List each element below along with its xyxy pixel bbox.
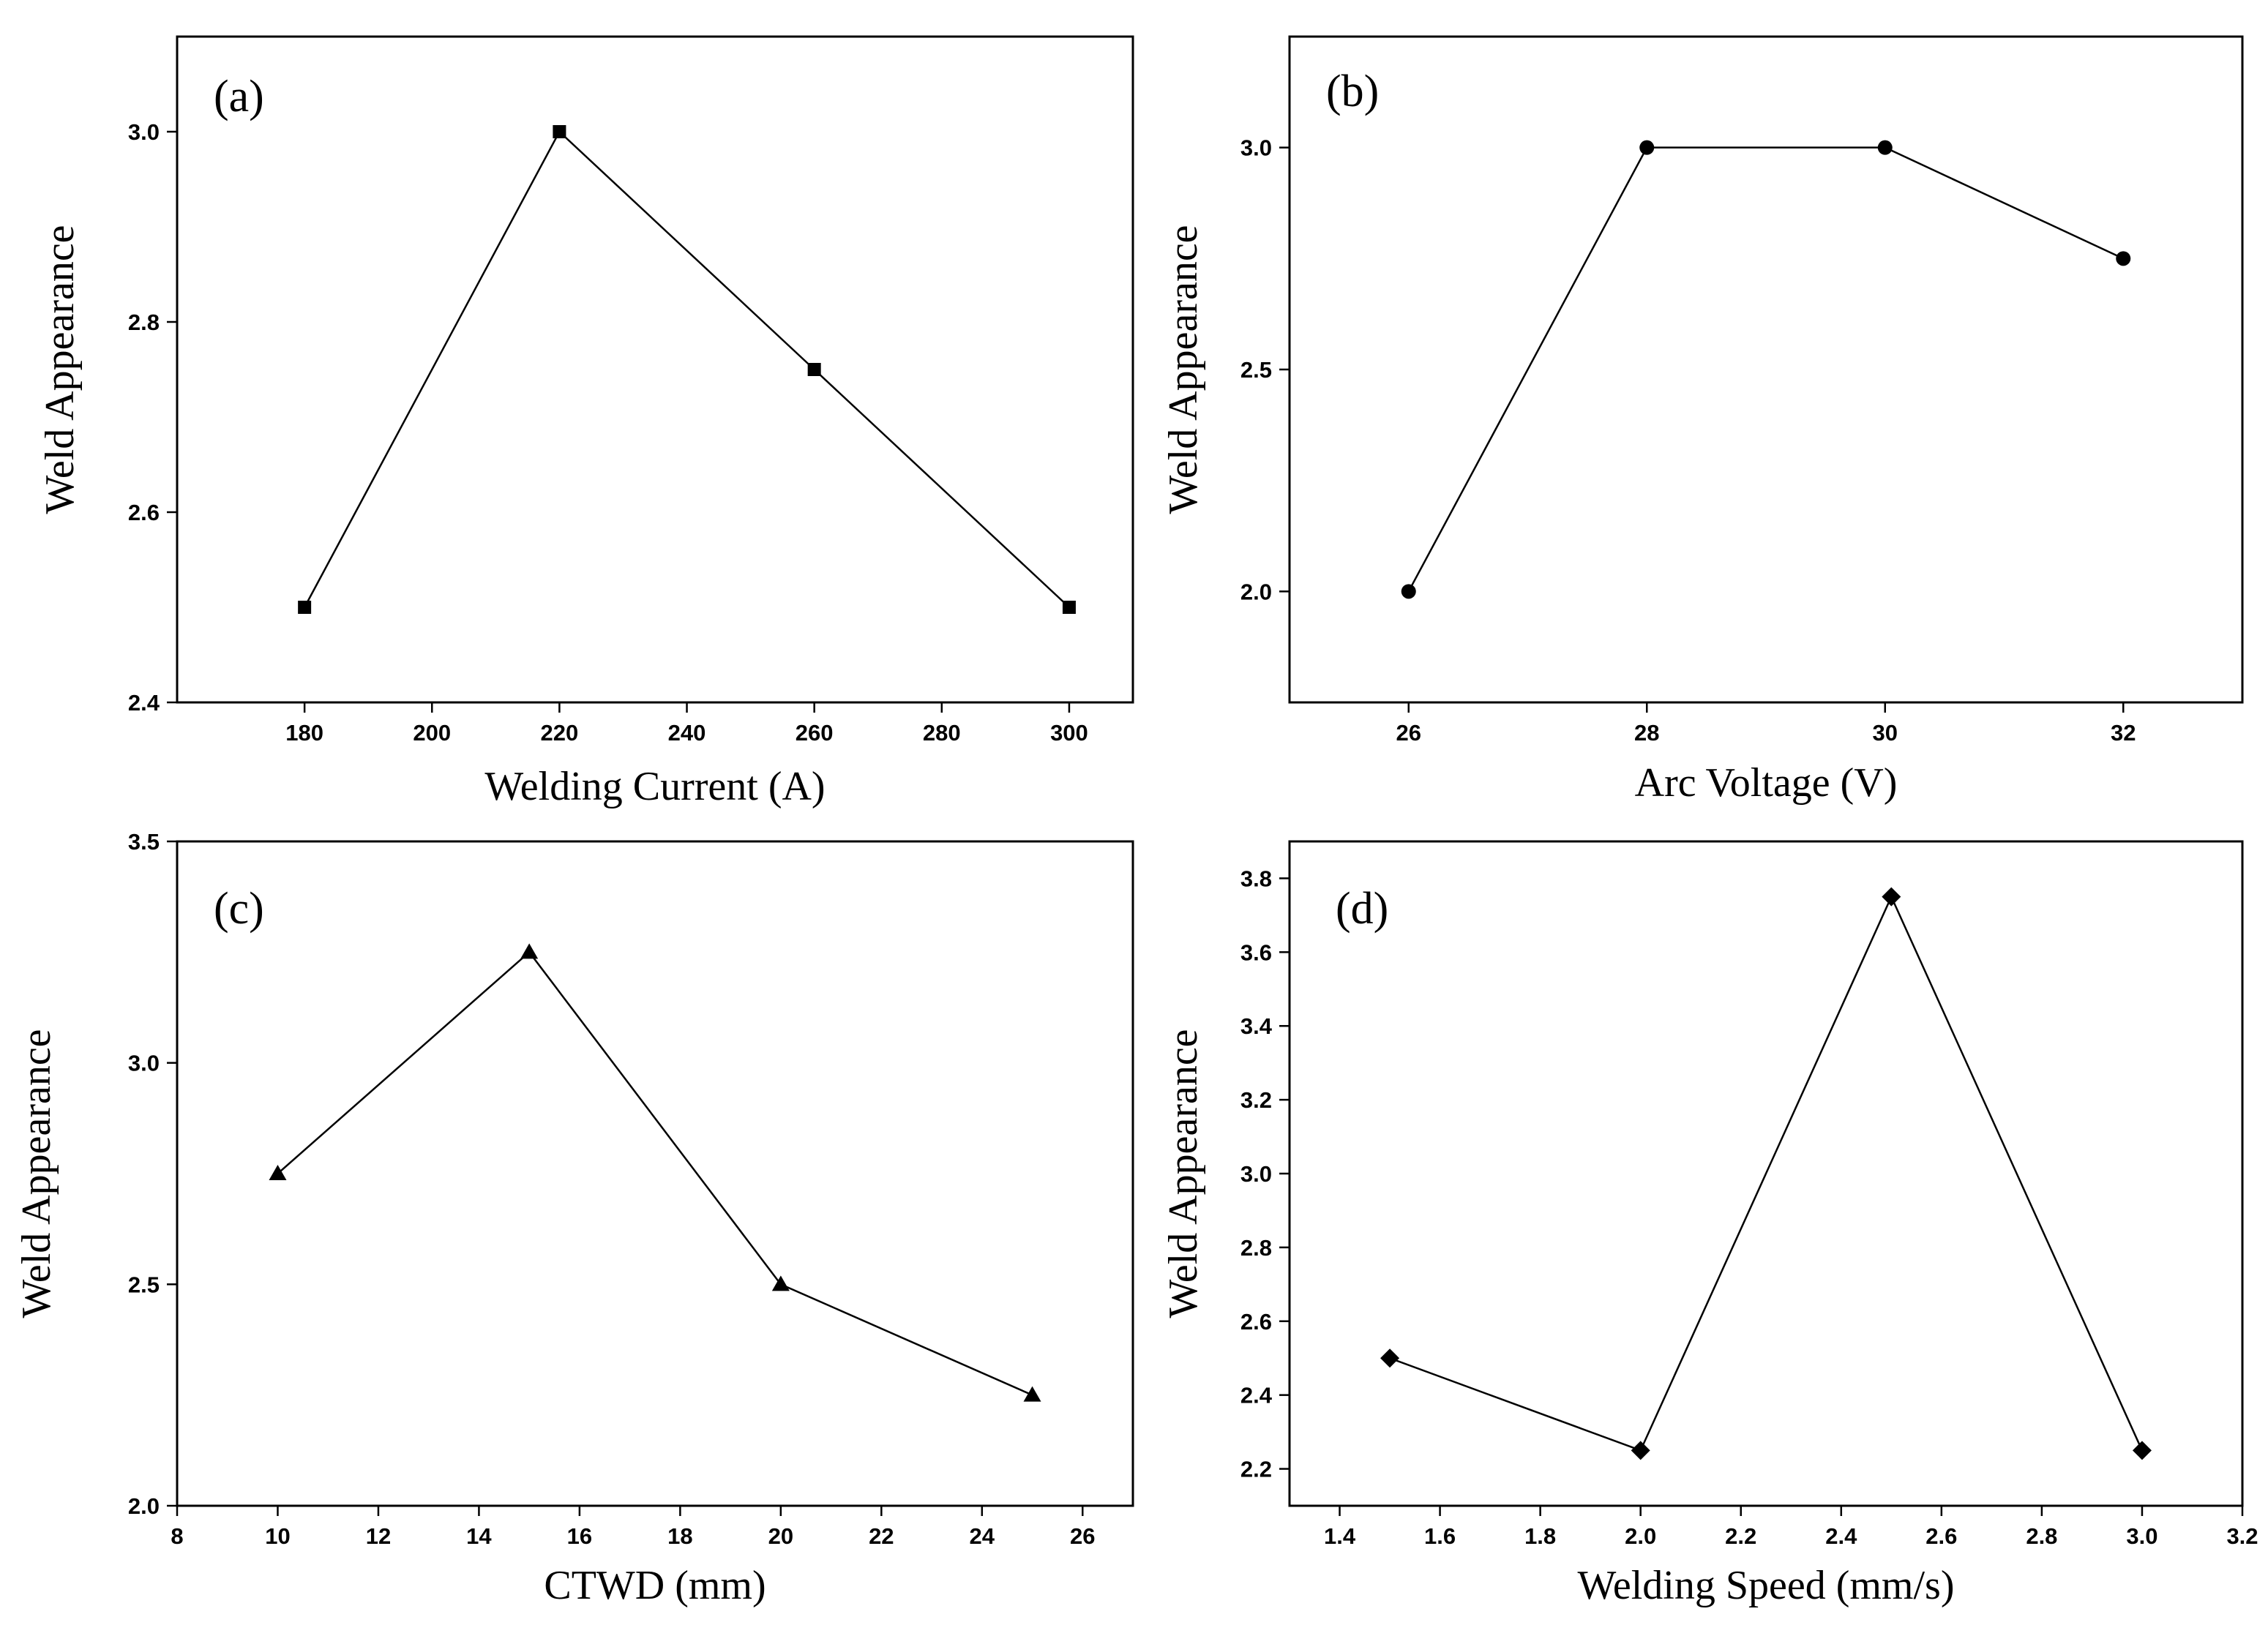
data-point-triangle xyxy=(269,1165,287,1180)
x-tick-label: 2.0 xyxy=(1625,1523,1656,1549)
y-tick-label: 2.5 xyxy=(128,1272,160,1297)
panel-a: 180 200 220 240 260 280 300 2.4 2.6 2.8 3.0 Welding… xyxy=(37,35,1134,809)
y-axis-label: Weld Appearance xyxy=(1161,1029,1206,1318)
y-tick-label: 3.0 xyxy=(1240,1161,1272,1187)
y-tick-label: 3.4 xyxy=(1240,1013,1273,1039)
y-tick-label: 3.5 xyxy=(128,829,160,855)
y-tick-label: 3.6 xyxy=(1240,939,1272,965)
x-tick-label: 220 xyxy=(541,720,579,746)
x-tick-label: 1.4 xyxy=(1324,1523,1356,1549)
x-tick-label: 26 xyxy=(1396,720,1421,746)
x-tick-label: 3.2 xyxy=(2226,1523,2258,1549)
panel-b: 26 28 30 32 2.0 2.5 3.0 Arc Voltage (V) Weld App… xyxy=(1161,35,2244,806)
x-tick-label: 280 xyxy=(923,720,961,746)
x-axis-label: Welding Speed (mm/s) xyxy=(1578,1563,1955,1608)
data-point-diamond xyxy=(2132,1441,2152,1460)
data-point-triangle xyxy=(771,1275,790,1291)
plot-frame xyxy=(1288,35,2244,704)
x-tick-label: 16 xyxy=(567,1523,592,1549)
data-point-circle xyxy=(1639,140,1655,155)
x-tick-label: 240 xyxy=(668,720,706,746)
y-axis-label: Weld Appearance xyxy=(14,1029,59,1318)
x-tick-label: 28 xyxy=(1634,720,1659,746)
x-tick-label: 2.4 xyxy=(1825,1523,1857,1549)
series-line xyxy=(304,130,1070,608)
data-point-square xyxy=(553,125,566,138)
x-tick-label: 2.8 xyxy=(2026,1523,2057,1549)
x-tick-label: 260 xyxy=(796,720,834,746)
y-tick-label: 2.6 xyxy=(128,500,160,525)
panel-label: (b) xyxy=(1326,67,1379,116)
x-tick-label: 2.6 xyxy=(1925,1523,1957,1549)
panel-label: (d) xyxy=(1336,884,1388,934)
series-line xyxy=(277,950,1033,1396)
data-point-triangle xyxy=(520,943,539,959)
x-tick-label: 10 xyxy=(265,1523,290,1549)
y-tick-label: 2.5 xyxy=(1240,357,1272,383)
x-tick-label: 24 xyxy=(970,1523,995,1549)
y-tick-label: 3.0 xyxy=(1240,135,1272,161)
y-tick-label: 2.0 xyxy=(1240,579,1272,604)
panel-c: 8 10 12 14 16 18 20 22 24 26 2.0 2.5 3.0 3.5 CTWD (mm)… xyxy=(14,829,1134,1608)
x-tick-label: 180 xyxy=(285,720,323,746)
y-tick-label: 2.6 xyxy=(1240,1309,1272,1335)
y-tick-label: 2.4 xyxy=(1240,1383,1273,1408)
x-tick-label: 32 xyxy=(2111,720,2136,746)
data-point-square xyxy=(807,363,821,376)
x-tick-label: 300 xyxy=(1050,720,1088,746)
y-tick-label: 2.2 xyxy=(1240,1457,1272,1482)
y-axis-label: Weld Appearance xyxy=(37,225,83,514)
x-axis-label: Arc Voltage (V) xyxy=(1635,760,1898,806)
y-tick-label: 3.0 xyxy=(128,119,160,145)
x-tick-label: 22 xyxy=(869,1523,894,1549)
x-tick-label: 1.6 xyxy=(1424,1523,1456,1549)
x-tick-label: 12 xyxy=(366,1523,391,1549)
y-tick-label: 2.0 xyxy=(128,1493,160,1519)
x-tick-label: 14 xyxy=(466,1523,492,1549)
data-point-square xyxy=(298,601,312,614)
data-point-square xyxy=(1062,601,1076,614)
x-tick-label: 3.0 xyxy=(2126,1523,2157,1549)
data-point-diamond xyxy=(1882,887,1901,907)
y-axis-label: Weld Appearance xyxy=(1161,225,1206,514)
x-tick-label: 2.2 xyxy=(1725,1523,1756,1549)
x-tick-label: 8 xyxy=(171,1523,183,1549)
x-axis-label: CTWD (mm) xyxy=(544,1563,766,1608)
x-axis-label: Welding Current (A) xyxy=(484,764,825,809)
y-tick-label: 2.8 xyxy=(128,309,160,335)
x-tick-label: 200 xyxy=(413,720,451,746)
y-tick-label: 3.2 xyxy=(1240,1087,1272,1113)
y-tick-label: 3.8 xyxy=(1240,866,1272,891)
panel-label: (c) xyxy=(214,884,264,934)
x-tick-label: 18 xyxy=(667,1523,692,1549)
data-point-circle xyxy=(1401,584,1416,599)
x-tick-label: 26 xyxy=(1070,1523,1095,1549)
panel-d: 1.4 1.6 1.8 2.0 2.2 2.4 2.6 2.8 3.0 3.2 2.2 2.4 2.6 2… xyxy=(1161,840,2258,1608)
data-point-circle xyxy=(2116,251,2131,266)
x-tick-label: 20 xyxy=(768,1523,793,1549)
plot-frame xyxy=(176,35,1134,704)
y-tick-label: 2.4 xyxy=(128,690,160,716)
y-tick-label: 3.0 xyxy=(128,1051,160,1076)
data-point-triangle xyxy=(1023,1386,1041,1402)
panel-label: (a) xyxy=(214,72,264,121)
x-tick-label: 1.8 xyxy=(1524,1523,1556,1549)
y-tick-label: 2.8 xyxy=(1240,1235,1272,1261)
data-point-diamond xyxy=(1380,1348,1400,1368)
data-point-circle xyxy=(1877,140,1893,155)
plot-frame xyxy=(176,840,1134,1507)
data-point-diamond xyxy=(1631,1441,1650,1460)
series-line xyxy=(1389,894,2144,1452)
x-tick-label: 30 xyxy=(1873,720,1898,746)
series-line xyxy=(1407,146,2124,592)
